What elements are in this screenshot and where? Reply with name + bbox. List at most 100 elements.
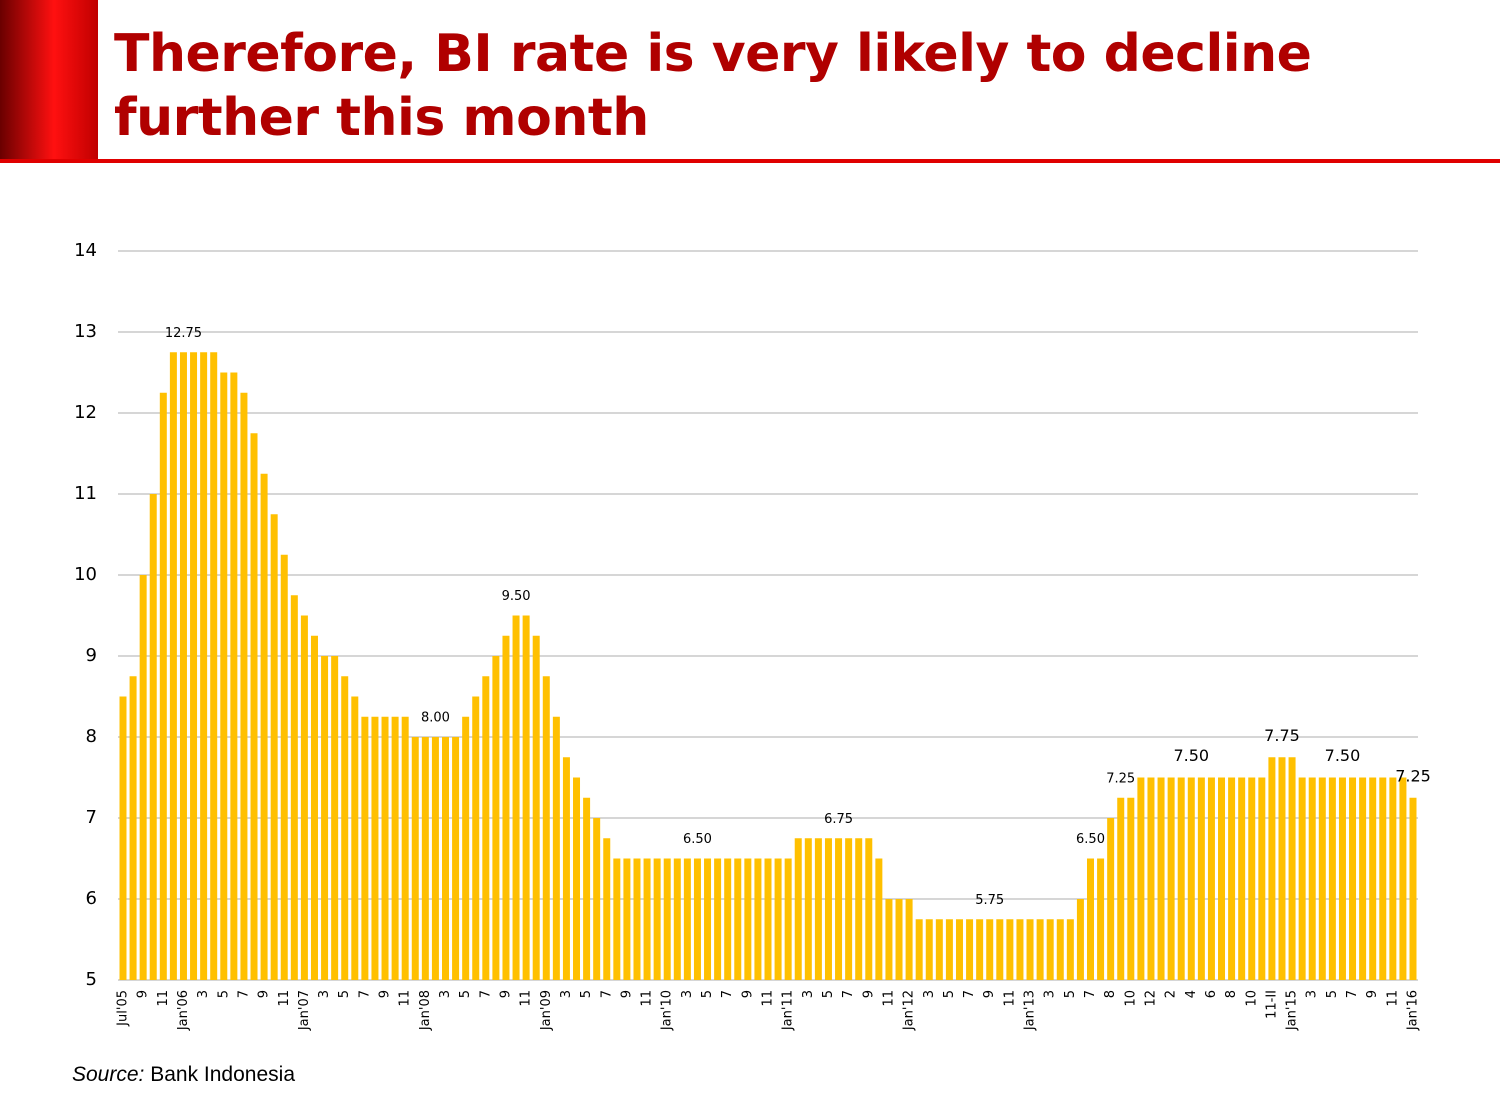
x-tick-label: 7 bbox=[841, 990, 856, 998]
bar bbox=[129, 676, 137, 980]
x-tick-label: 9 bbox=[257, 990, 272, 998]
x-tick-label: 5 bbox=[821, 990, 836, 998]
bar bbox=[845, 838, 853, 980]
x-tick-label: 9 bbox=[498, 990, 513, 998]
bar bbox=[210, 352, 218, 980]
bar bbox=[1369, 777, 1377, 980]
x-tick-label: Jan'15 bbox=[1285, 990, 1300, 1031]
bar bbox=[855, 838, 863, 980]
bar bbox=[220, 372, 228, 980]
x-tick-label: 11 bbox=[881, 990, 896, 1007]
x-tick-label: 3 bbox=[559, 990, 574, 998]
y-tick-label: 7 bbox=[86, 807, 97, 828]
x-tick-label: 5 bbox=[700, 990, 715, 998]
bar bbox=[552, 716, 560, 980]
bar bbox=[633, 858, 641, 980]
y-tick-label: 6 bbox=[86, 888, 97, 909]
bar bbox=[1087, 858, 1094, 980]
x-tick-label: 3 bbox=[317, 990, 332, 998]
x-tick-label: 5 bbox=[579, 990, 594, 998]
x-tick-label: 7 bbox=[236, 990, 251, 998]
bar bbox=[159, 392, 167, 980]
bar bbox=[300, 615, 308, 980]
bar bbox=[371, 716, 379, 980]
x-tick-label: 9 bbox=[982, 990, 997, 998]
bar bbox=[290, 595, 298, 980]
bar bbox=[492, 656, 500, 980]
bar bbox=[240, 392, 248, 980]
x-tick-label: 11 bbox=[761, 990, 776, 1007]
value-label: 5.75 bbox=[975, 893, 1004, 908]
source-text: Bank Indonesia bbox=[150, 1063, 295, 1086]
bar bbox=[1036, 919, 1044, 980]
x-tick-label: 8 bbox=[1103, 990, 1118, 998]
x-tick-label: 12 bbox=[1143, 990, 1158, 1007]
bar bbox=[310, 635, 318, 980]
bar bbox=[976, 919, 984, 980]
x-tick-label: 5 bbox=[1063, 990, 1078, 998]
bar bbox=[482, 676, 490, 980]
x-tick-label: 11 bbox=[519, 990, 534, 1007]
bar bbox=[169, 352, 177, 980]
value-label: 6.75 bbox=[824, 812, 853, 827]
x-tick-label: 9 bbox=[378, 990, 393, 998]
bar bbox=[1157, 777, 1165, 980]
bar bbox=[754, 858, 762, 980]
bar bbox=[593, 818, 601, 980]
bar bbox=[1056, 919, 1064, 980]
bar bbox=[280, 554, 288, 980]
bar bbox=[452, 737, 460, 980]
bar bbox=[1228, 777, 1236, 980]
bar bbox=[915, 919, 923, 980]
bar bbox=[532, 635, 540, 980]
bar bbox=[1268, 757, 1276, 980]
bar bbox=[1117, 797, 1125, 980]
y-tick-label: 5 bbox=[86, 969, 97, 990]
bar bbox=[1318, 777, 1326, 980]
bar bbox=[734, 858, 742, 980]
x-tick-label: 11 bbox=[277, 990, 292, 1007]
bar bbox=[935, 919, 943, 980]
bar bbox=[1258, 777, 1266, 980]
bar bbox=[603, 838, 611, 980]
x-tick-label: Jan'13 bbox=[1023, 990, 1038, 1031]
bar bbox=[1197, 777, 1205, 980]
x-tick-label: 7 bbox=[1083, 990, 1098, 998]
bar bbox=[1379, 777, 1387, 980]
x-tick-label: 7 bbox=[599, 990, 614, 998]
header-accent bbox=[0, 0, 98, 160]
bar bbox=[1097, 858, 1105, 980]
bar bbox=[996, 919, 1004, 980]
bar bbox=[179, 352, 187, 980]
bar bbox=[472, 696, 480, 980]
bar bbox=[764, 858, 772, 980]
bar bbox=[512, 615, 520, 980]
bar bbox=[1298, 777, 1306, 980]
y-tick-label: 11 bbox=[74, 483, 97, 504]
value-label: 6.50 bbox=[1076, 832, 1105, 847]
x-tick-label: 11 bbox=[398, 990, 413, 1007]
bar bbox=[875, 858, 883, 980]
x-tick-label: 5 bbox=[1325, 990, 1340, 998]
value-label: 7.25 bbox=[1106, 771, 1135, 786]
x-tick-label: Jan'06 bbox=[176, 990, 191, 1031]
x-tick-label: Jan'16 bbox=[1406, 990, 1421, 1031]
bar bbox=[724, 858, 732, 980]
bar bbox=[1288, 757, 1296, 980]
y-tick-label: 8 bbox=[86, 726, 97, 747]
bar bbox=[673, 858, 681, 980]
bar bbox=[1187, 777, 1195, 980]
bar bbox=[190, 352, 198, 980]
bar bbox=[149, 494, 157, 980]
bar bbox=[794, 838, 802, 980]
bar bbox=[542, 676, 550, 980]
bar bbox=[119, 696, 127, 980]
bar bbox=[945, 919, 953, 980]
bar bbox=[351, 696, 359, 980]
x-tick-label: 11 bbox=[156, 990, 171, 1007]
bar bbox=[421, 737, 429, 980]
x-tick-label: 2 bbox=[1164, 990, 1179, 998]
slide-title: Therefore, BI rate is very likely to dec… bbox=[114, 24, 1312, 148]
